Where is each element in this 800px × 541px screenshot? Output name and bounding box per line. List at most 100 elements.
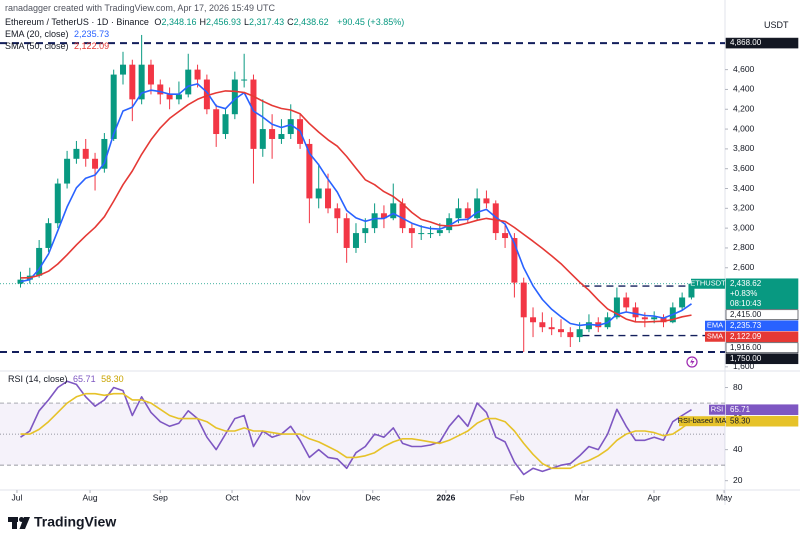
rsi-title: RSI (14, close) [8,374,68,384]
candle-body [679,297,686,308]
candle-body [269,129,276,139]
candle-body [623,297,630,308]
candle-body [483,198,490,204]
candle-body [427,233,434,235]
candle-body [539,322,546,328]
ohlc-value: 2,456.93 [205,17,242,27]
ohlc-key: L [244,17,250,27]
y-tick-label: 4,200 [733,104,755,114]
candle-body [325,188,332,209]
candle-body [613,297,620,318]
indicator-line [20,90,692,323]
candle-body [110,74,117,139]
candle-body [175,94,182,100]
indicator-label-tag [705,320,725,331]
candle-body [73,148,80,159]
candle-body [651,317,658,320]
sma-legend: SMA (50, close) 2,122.09 [5,41,112,51]
currency: USDT [764,20,789,30]
y-tick-label: 4,000 [733,123,755,133]
level-label-box [725,37,799,49]
indicator-line [20,392,692,470]
ohlc-values: O2,348.16 H2,456.93 L2,317.43 C2,438.62 [154,17,331,27]
candle-body [157,84,164,95]
candle-body [455,208,462,219]
last-price-text: 08:10:43 [730,299,762,308]
indicator-label-text: 2,235.73 [730,321,762,330]
candle-body [315,188,322,199]
last-price-box [725,278,799,310]
candle-body [464,208,471,219]
change: +90.45 (+3.85%) [337,17,405,27]
candle-body [259,129,266,149]
x-tick-label: Nov [295,492,311,502]
logo-stem [12,517,17,529]
rsi-tick-label: 20 [733,475,743,485]
candle-body [138,64,145,100]
x-tick-label: Sep [153,492,168,502]
x-tick-label: Aug [82,492,97,502]
last-price-text: +0.83% [730,289,757,298]
candle-body [530,317,537,323]
candle-body [213,109,220,135]
sma-name: SMA (50, close) [5,41,69,51]
ohlc-value: 2,317.43 [249,17,285,27]
candle-body [511,238,518,283]
rsi-label-box [725,404,799,416]
candle-body [567,332,574,338]
candle-body [576,329,583,338]
candle-body [399,203,406,229]
level-label-box [725,342,799,354]
ema-value: 2,235.73 [74,29,110,39]
ema-legend: EMA (20, close) 2,235.73 [5,29,112,39]
ohlc-key: O [154,17,162,27]
candle-body [390,203,397,219]
candle-body [82,148,89,159]
candle-body [557,329,564,333]
y-tick-label: 2,600 [733,262,755,272]
candle-body [203,79,210,110]
candle-body [147,64,154,85]
indicator-line [20,83,692,327]
indicator-label-tag-text: SMA [707,332,723,341]
candle-body [334,208,341,219]
candle-body [418,233,425,235]
y-tick-label: 4,400 [733,84,755,94]
rsi-ma-value: 58.30 [101,374,124,384]
candle-body [185,69,192,95]
candle-body [362,228,369,234]
candle-body [474,198,481,219]
candle-body [660,317,667,323]
candle-body [54,183,61,224]
last-price-text: 2,438.62 [730,279,762,288]
brand-logo [8,517,30,529]
x-tick-label: Apr [647,492,660,502]
ohlc-key: C [287,17,294,27]
level-label-text: 4,868.00 [730,38,762,47]
indicator-label-text: 2,122.09 [730,332,762,341]
candle-body [641,317,648,320]
candle-body [120,64,127,75]
candle-body [548,327,555,330]
rsi-label-text: 58.30 [730,416,751,425]
event-icon-bolt [690,358,695,366]
candle-body [278,134,285,139]
candle-body [17,279,24,284]
indicator-line [20,380,692,476]
candle-body [502,233,509,239]
rsi-label-tag-text: RSI-based MA [678,416,727,425]
candle-body [436,230,443,234]
rsi-tick-label: 40 [733,444,743,454]
x-tick-label: Jul [12,492,23,502]
candle-body [585,322,592,330]
candle-body [446,218,453,231]
price-legend: Ethereum / TetherUS · 1D · Binance O2,34… [5,17,407,27]
indicator-label-box [725,331,799,343]
rsi-legend: RSI (14, close) 65.71 58.30 [8,374,127,384]
candle-body [287,119,294,135]
y-tick-label: 1,600 [733,361,755,371]
rsi-label-tag-text: RSI [711,405,724,414]
indicator-label-tag-text: EMA [707,321,723,330]
y-tick-label: 2,800 [733,242,755,252]
